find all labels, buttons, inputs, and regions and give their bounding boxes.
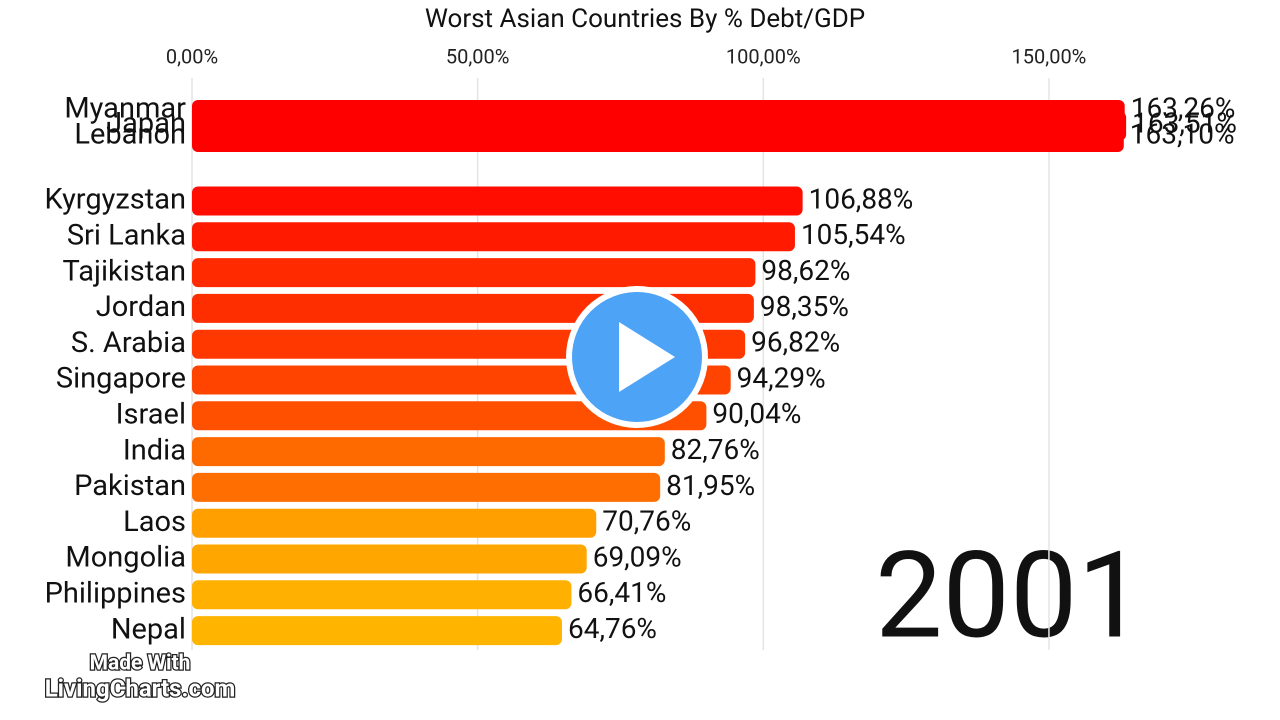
bar <box>192 401 707 431</box>
bar <box>192 222 795 252</box>
value-label: 81,95% <box>666 469 755 502</box>
bar <box>192 437 665 467</box>
value-label: 82,76% <box>671 433 760 466</box>
value-label: 70,76% <box>602 505 691 538</box>
x-tick-label: 0,00% <box>166 44 218 68</box>
category-label: Kyrgyzstan <box>44 183 186 217</box>
category-label: Jordan <box>96 290 186 324</box>
category-label: Lebanon <box>74 118 186 152</box>
category-label: Philippines <box>45 576 186 610</box>
category-label: Laos <box>123 505 186 539</box>
value-label: 163,10% <box>1130 117 1235 150</box>
bar <box>192 544 587 574</box>
category-label: Mongolia <box>65 541 186 575</box>
value-label: 163,51% <box>1132 106 1237 139</box>
value-label: 64,76% <box>568 612 657 645</box>
bar <box>192 123 1124 152</box>
play-icon[interactable] <box>619 322 675 392</box>
bar <box>192 616 562 646</box>
play-button[interactable] <box>566 286 708 428</box>
watermark: Made With <box>90 652 191 676</box>
year-label: 2001 <box>875 527 1145 667</box>
bar <box>192 472 661 502</box>
value-label: 106,88% <box>809 182 914 215</box>
x-tick-label: 100,00% <box>726 44 801 68</box>
category-label: Japan <box>106 107 186 141</box>
x-tick-label: 150,00% <box>1012 44 1087 68</box>
value-label: 69,09% <box>593 540 682 573</box>
bars: Myanmar 163,26% Japan 163,51% Lebanon 163,10%… <box>44 91 1236 646</box>
value-label: 90,04% <box>712 397 801 430</box>
bar <box>192 508 597 538</box>
value-label: 98,62% <box>761 254 850 287</box>
category-label: Tajikistan <box>63 254 186 288</box>
bar <box>192 258 756 288</box>
x-tick-label: 50,00% <box>446 44 510 68</box>
value-label: 94,29% <box>737 361 826 394</box>
watermark: LivingCharts.com <box>45 674 236 702</box>
category-label: Israel <box>116 397 186 431</box>
value-label: 105,54% <box>801 218 906 251</box>
category-label: Pakistan <box>74 469 186 503</box>
bar <box>192 186 803 216</box>
category-label: Nepal <box>111 612 186 646</box>
category-label: Myanmar <box>64 92 186 126</box>
category-label: Singapore <box>56 362 186 396</box>
value-label: 163,26% <box>1131 91 1236 124</box>
category-label: S. Arabia <box>71 326 186 360</box>
chart-title: Worst Asian Countries By % Debt/GDP <box>425 4 865 34</box>
value-label: 66,41% <box>577 576 666 609</box>
category-label: India <box>123 433 186 467</box>
bar <box>192 580 572 610</box>
category-label: Sri Lanka <box>67 218 186 252</box>
value-label: 96,82% <box>751 326 840 359</box>
value-label: 98,35% <box>760 290 849 323</box>
